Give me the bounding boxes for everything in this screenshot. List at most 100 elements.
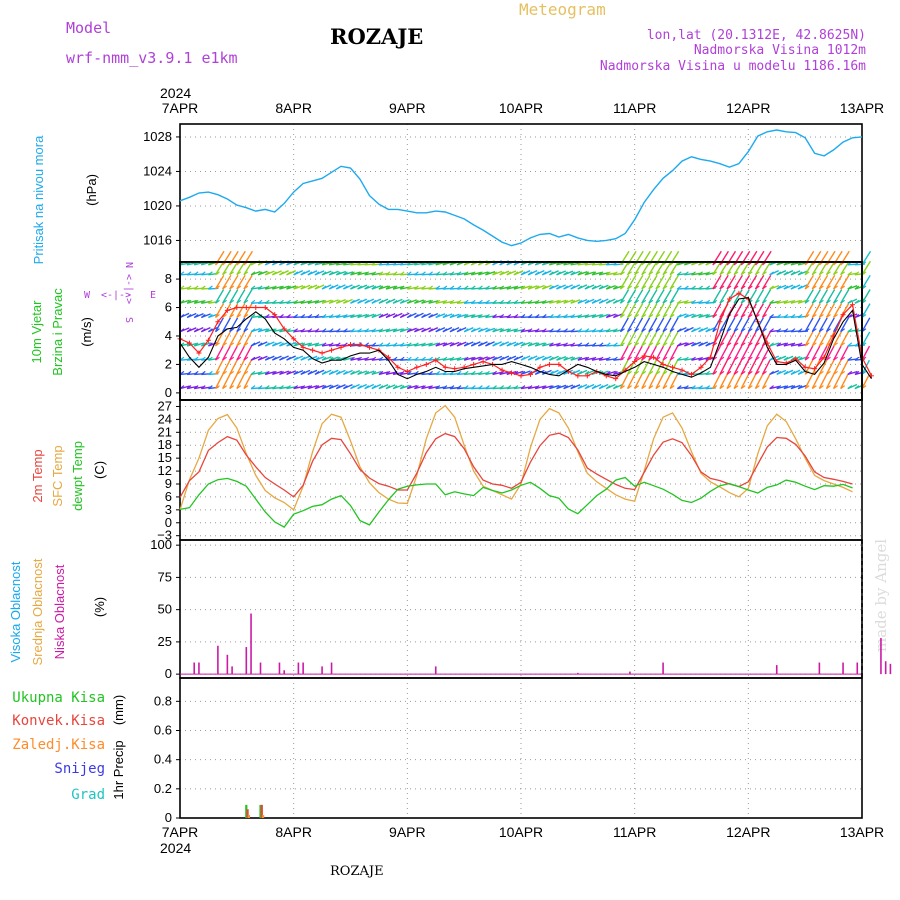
wind-barb-flag [506, 271, 512, 276]
wind-barb-flag [797, 342, 803, 347]
date-label-top: 8APR [275, 100, 312, 116]
wind-barb [236, 274, 246, 290]
wind-barb-flag [215, 370, 220, 375]
wind-barb-flag [840, 370, 846, 375]
wind-barb [655, 289, 665, 304]
wind-barb [719, 274, 729, 290]
wind-barb-flag [257, 314, 263, 318]
wind-barb [214, 359, 224, 375]
y-tick-label: 2 [165, 356, 172, 371]
wind-barb [655, 331, 665, 347]
wind-barb-flag [811, 385, 817, 390]
wind-barb-flag [314, 285, 320, 290]
wind-barb-flag [811, 299, 817, 304]
wind-barb-flag [463, 370, 469, 375]
wind-barb-flag [279, 342, 284, 347]
wind-barb-flag [783, 356, 789, 361]
wind-barb-flag [641, 328, 647, 333]
wind-barb-flag [499, 299, 505, 304]
y-tick-label: 50 [158, 602, 172, 617]
wind-barb-flag [790, 342, 796, 347]
wind-barb-flag [712, 385, 718, 390]
wind-barb-flag [847, 342, 853, 347]
y-tick-label: 15 [158, 450, 172, 465]
wind-barb [825, 359, 835, 375]
wind-barb-flag [463, 328, 469, 333]
wind-barb-flag [783, 370, 789, 375]
wind-barb [542, 342, 553, 347]
wind-barb [840, 345, 849, 361]
wind-barb [584, 357, 595, 361]
wind-barb-flag [655, 314, 661, 318]
wind-barb-flag [492, 370, 497, 375]
wind-barb [449, 357, 460, 361]
wind-barb-flag [470, 356, 476, 361]
wind-barb-flag [769, 285, 774, 290]
compass-arrows-h: <-|-> [101, 290, 131, 301]
wind-barb-flag [527, 285, 533, 290]
wind-barb [761, 260, 772, 276]
wind-barb [669, 274, 680, 290]
wind-barb [641, 274, 651, 290]
date-label-top: 12APR [726, 100, 770, 116]
y-tick-label: 1016 [143, 232, 172, 247]
wind-barb-flag [442, 285, 448, 290]
wind-barb-flag [641, 342, 647, 347]
wind-barb-flag [328, 271, 334, 276]
wind-barb-flag [435, 328, 441, 333]
wind-barb-flag [350, 328, 355, 333]
wind-barb-flag [676, 342, 682, 347]
wind-barb [584, 314, 595, 319]
wind-barb-flag [222, 271, 227, 276]
dates-top: 7APR 8APR 9APR 10APR 11APR 12APR 13APR [162, 100, 884, 116]
wind-barb-flag [435, 370, 441, 375]
wind-barb-flag [343, 328, 348, 333]
wind-barb [754, 345, 764, 361]
y-tick-label: 8 [165, 271, 172, 286]
wind-barb-flag [762, 356, 767, 361]
wind-barb-flag [698, 299, 703, 304]
cloud-ylabel-mid: Srednja Oblacnost [30, 558, 45, 665]
wind-barb-flag [762, 285, 767, 290]
wind-barb [825, 331, 835, 347]
wind-barb-flag [328, 356, 334, 361]
wind-barb-flag [399, 370, 405, 375]
wind-barb [840, 374, 849, 389]
footer-station: ROZAJE [330, 864, 384, 879]
wind-barb [214, 374, 224, 389]
wind-barb-flag [250, 314, 256, 318]
elevation-text: Nadmorska Visina 1012m [694, 43, 866, 58]
wind-barb-flag [527, 356, 533, 361]
wind-barb-flag [371, 271, 377, 276]
wind-barb [641, 331, 651, 347]
wind-barb-flag [776, 370, 782, 375]
wind-barb [733, 289, 743, 304]
wind-barb-flag [769, 370, 774, 375]
wind-barb-flag [399, 385, 405, 390]
wind-barb-flag [499, 314, 505, 318]
wind-barb-flag [634, 356, 640, 361]
wind-barb-flag [335, 342, 341, 347]
wind-barb-flag [314, 271, 320, 276]
wind-barb-flag [215, 271, 220, 276]
wind-barb-flag [499, 342, 505, 347]
wind-barb-flag [272, 299, 277, 304]
wind-barb-flag [421, 342, 426, 347]
wind-barb-flag [826, 356, 831, 361]
wind-barb [634, 289, 644, 304]
wind-barb-flag [556, 285, 561, 290]
wind-barb-flag [648, 314, 654, 318]
wind-barb-flag [676, 271, 682, 276]
wind-barb [350, 314, 361, 319]
wind-barb-flag [492, 271, 497, 276]
wind-barb [286, 386, 297, 390]
wind-barb-flag [328, 328, 334, 333]
wind-barb-flag [371, 314, 377, 318]
wind-barb-flag [399, 328, 405, 333]
wind-barb [747, 374, 757, 389]
wind-barb-flag [819, 342, 824, 347]
wind-barb [307, 342, 318, 347]
wind-barb-flag [783, 299, 789, 304]
wind-barb-flag [612, 356, 618, 361]
wind-barb-flag [819, 385, 824, 390]
